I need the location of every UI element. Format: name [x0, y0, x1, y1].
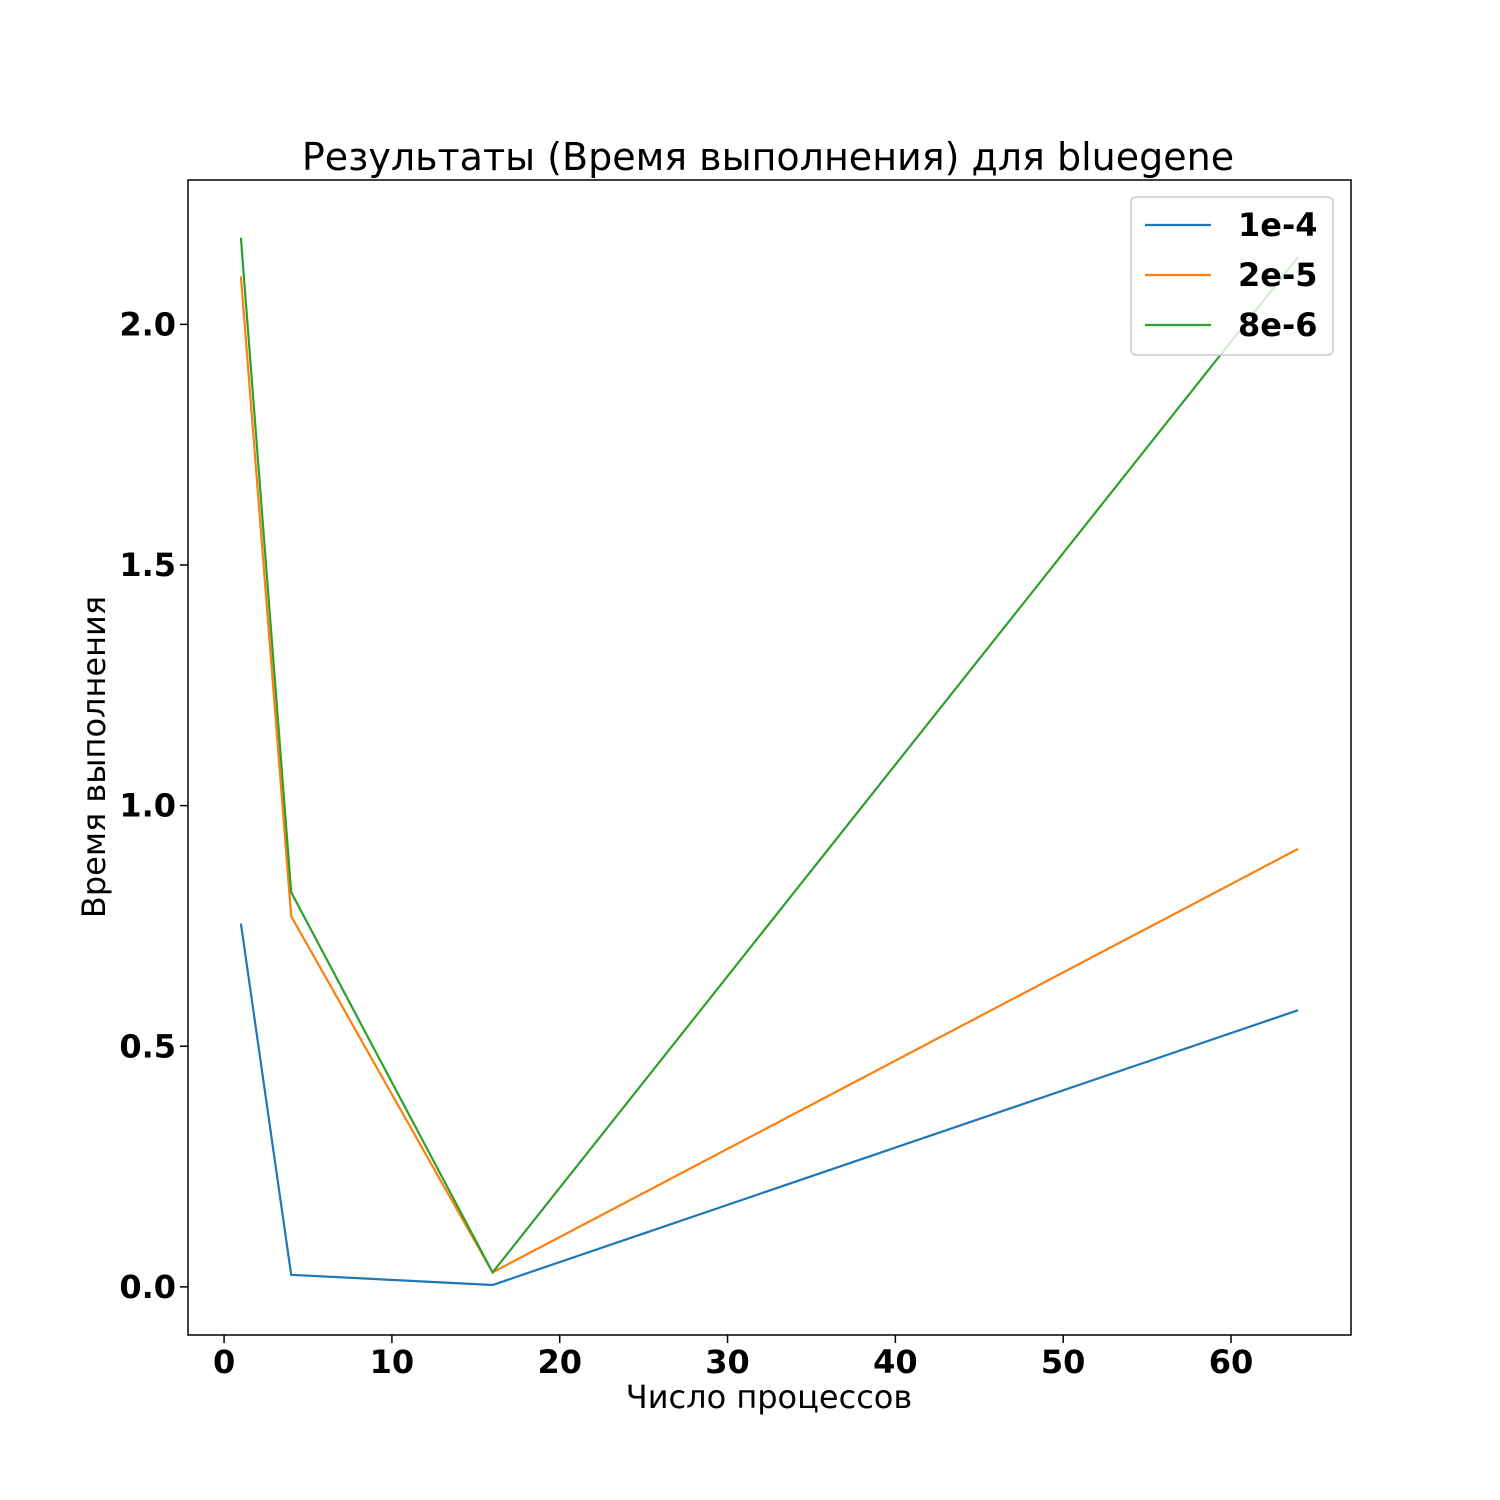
- y-tick-label: 0.5: [119, 1027, 176, 1065]
- x-tick-label: 40: [873, 1343, 918, 1381]
- legend: 1e-4 2e-5 8e-6: [1130, 196, 1334, 356]
- x-tick-label: 30: [705, 1343, 750, 1381]
- x-tick-label: 20: [537, 1343, 582, 1381]
- y-tick-label: 1.0: [119, 787, 176, 825]
- y-tick-label: 2.0: [119, 305, 176, 343]
- y-tick-label: 1.5: [119, 546, 176, 584]
- x-axis: 0 10 20 30 40 50 60: [213, 1335, 1253, 1381]
- legend-label-2e-5: 2e-5: [1238, 256, 1318, 294]
- series-line-2e-5: [239, 276, 1299, 1274]
- x-tick-label: 0: [213, 1343, 235, 1381]
- series-line-1e-4: [239, 923, 1299, 1287]
- x-tick-label: 50: [1041, 1343, 1086, 1381]
- legend-box: [1130, 196, 1334, 356]
- series-line-8e-6: [239, 237, 1299, 1275]
- legend-label-1e-4: 1e-4: [1238, 206, 1318, 244]
- x-axis-label: Число процессов: [626, 1378, 912, 1416]
- x-tick-label: 10: [370, 1343, 415, 1381]
- x-tick-label: 60: [1209, 1343, 1254, 1381]
- series-layer: [239, 237, 1299, 1287]
- chart-title: Результаты (Время выполнения) для bluege…: [302, 135, 1234, 179]
- legend-label-8e-6: 8e-6: [1238, 306, 1318, 344]
- y-axis-label: Время выполнения: [75, 596, 113, 918]
- y-tick-label: 0.0: [119, 1268, 176, 1306]
- plot-area: [187, 179, 1352, 1336]
- y-axis: 0.0 0.5 1.0 1.5 2.0: [119, 305, 188, 1306]
